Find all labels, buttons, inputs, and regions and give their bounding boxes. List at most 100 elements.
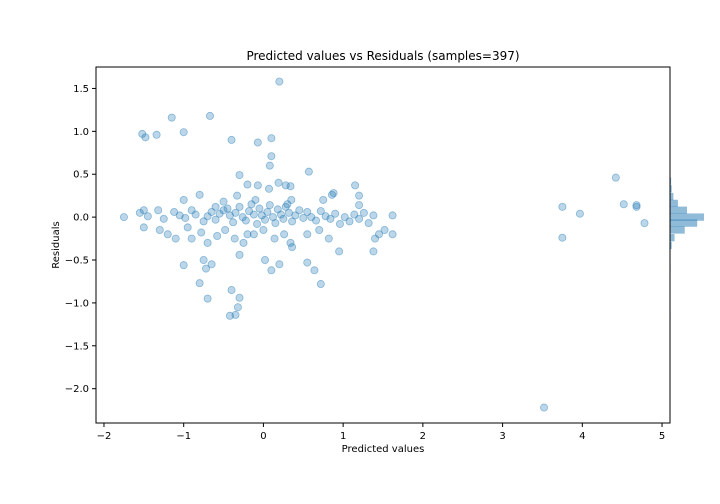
histogram-bar	[670, 234, 675, 242]
data-point	[355, 214, 364, 223]
data-point	[175, 211, 184, 220]
data-point	[253, 138, 262, 147]
data-point	[331, 209, 340, 218]
data-point	[229, 218, 238, 227]
data-point	[203, 238, 212, 247]
data-point	[219, 197, 228, 206]
data-point	[303, 207, 312, 216]
data-point	[215, 209, 224, 218]
marginal-histogram	[670, 177, 704, 320]
data-point	[335, 219, 344, 228]
histogram-bar	[670, 192, 674, 201]
data-point	[312, 216, 321, 225]
data-point	[233, 191, 242, 200]
data-point	[202, 264, 211, 273]
data-point	[243, 230, 252, 239]
data-point	[275, 260, 284, 269]
data-point	[143, 212, 152, 221]
data-point	[558, 233, 567, 242]
data-point	[233, 303, 242, 312]
histogram-bar	[670, 199, 678, 208]
chart-title: Predicted values vs Residuals (samples=3…	[246, 49, 519, 63]
data-point	[275, 77, 284, 86]
data-point	[351, 181, 360, 190]
data-point	[211, 202, 220, 211]
data-point	[251, 195, 260, 204]
data-point	[154, 206, 163, 215]
data-point	[326, 214, 335, 223]
y-tick-label: 0.5	[73, 170, 89, 181]
data-point	[249, 210, 258, 219]
data-point	[247, 200, 256, 209]
data-point	[207, 207, 216, 216]
histogram-bar	[670, 206, 687, 214]
data-point	[303, 258, 312, 267]
data-point	[230, 234, 239, 243]
data-point	[187, 234, 196, 243]
data-point	[235, 202, 244, 211]
data-point	[195, 190, 204, 199]
x-tick-label: 1	[340, 431, 346, 442]
x-tick-label: 0	[260, 431, 266, 442]
data-point	[155, 225, 164, 234]
data-point	[267, 152, 276, 161]
y-tick-label: −2.0	[65, 384, 89, 395]
data-point	[329, 189, 338, 198]
data-point	[268, 213, 277, 222]
data-point	[611, 173, 620, 182]
y-tick-label: 1.5	[73, 84, 89, 95]
data-point	[179, 261, 188, 270]
data-point	[316, 207, 325, 216]
data-point	[291, 211, 300, 220]
data-point	[359, 208, 368, 217]
data-point	[221, 225, 230, 234]
data-point	[243, 180, 252, 189]
data-point	[119, 213, 128, 222]
y-tick-label: −1.5	[65, 341, 89, 352]
data-point	[235, 293, 244, 302]
y-tick-label: −1.0	[65, 298, 89, 309]
data-point	[632, 202, 641, 211]
data-point	[281, 202, 290, 211]
data-point	[207, 260, 216, 269]
x-tick-label: −2	[97, 431, 112, 442]
data-point	[223, 204, 232, 213]
data-point	[270, 234, 279, 243]
data-point	[273, 205, 282, 214]
data-point	[205, 111, 214, 120]
data-point	[199, 256, 208, 265]
data-point	[255, 204, 264, 213]
data-point	[307, 213, 316, 222]
data-point	[284, 208, 293, 217]
data-point	[211, 215, 220, 224]
data-point	[191, 210, 200, 219]
data-point	[340, 213, 349, 222]
data-point	[355, 191, 364, 200]
data-point	[274, 178, 283, 187]
data-point	[632, 201, 641, 210]
data-point	[257, 211, 266, 220]
data-point	[231, 208, 240, 217]
data-point	[235, 250, 244, 259]
data-point	[371, 234, 380, 243]
data-point	[261, 215, 270, 224]
data-point	[239, 238, 248, 247]
data-point	[171, 234, 180, 243]
data-point	[135, 208, 144, 217]
x-tick-label: 3	[499, 431, 505, 442]
x-tick-label: 2	[420, 431, 426, 442]
data-point	[167, 113, 176, 122]
data-point	[286, 182, 295, 191]
data-point	[324, 234, 333, 243]
data-point	[304, 167, 313, 176]
histogram-bar	[670, 219, 698, 227]
histogram-bar	[670, 241, 672, 250]
data-point	[310, 266, 319, 275]
data-point	[295, 206, 304, 215]
data-point	[199, 217, 208, 226]
data-point	[267, 266, 276, 275]
data-point	[227, 135, 236, 144]
data-point	[265, 201, 274, 210]
data-point	[241, 216, 250, 225]
data-point	[227, 286, 236, 295]
